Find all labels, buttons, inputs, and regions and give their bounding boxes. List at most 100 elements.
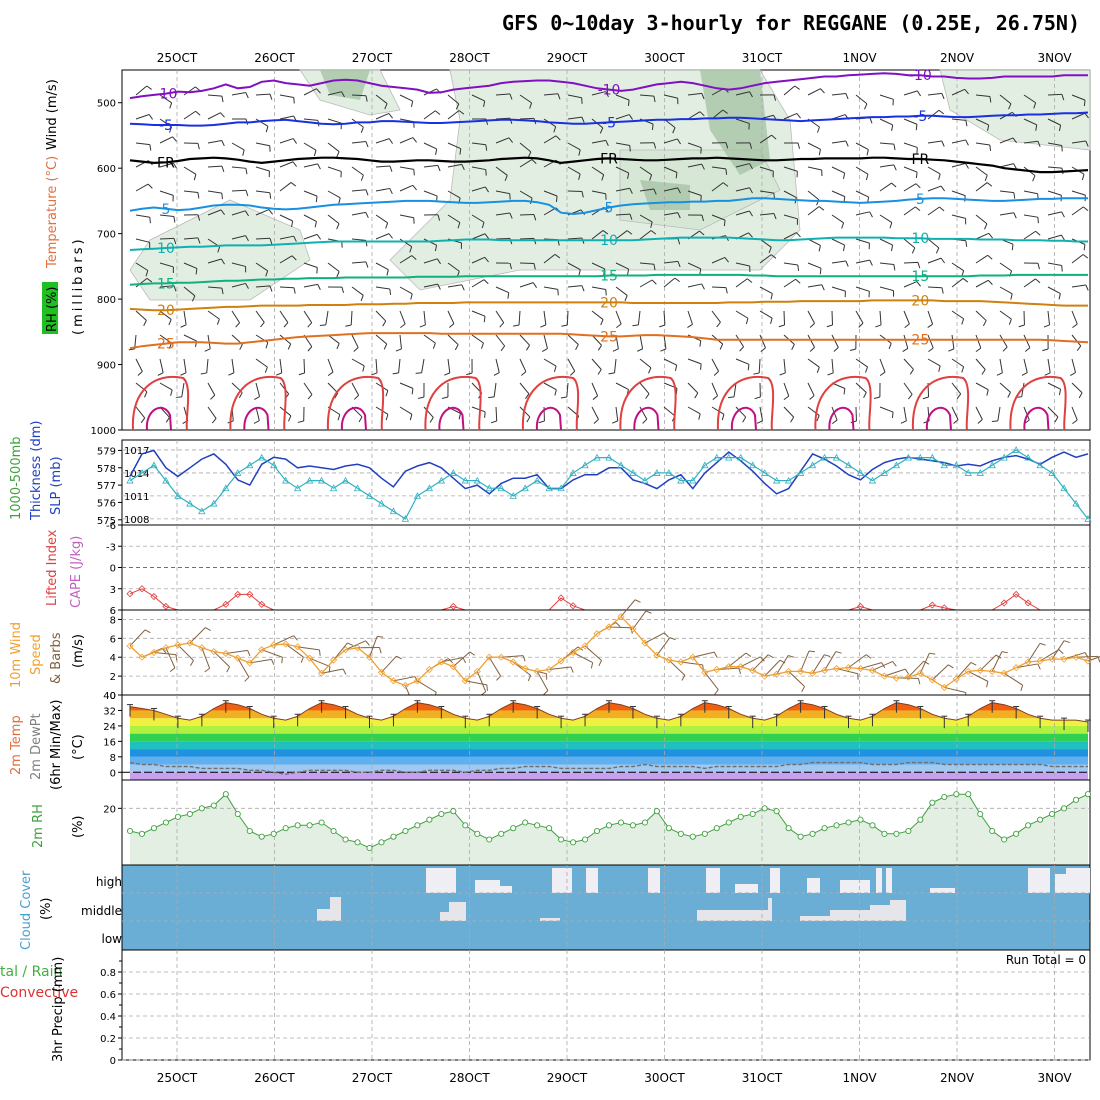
slp-marker xyxy=(641,476,649,484)
wind-barb-flag xyxy=(365,212,369,219)
wind-barb-flag xyxy=(742,416,747,423)
cloud-gap xyxy=(930,888,955,893)
wind-barb-flag xyxy=(597,344,602,351)
wind-barb xyxy=(831,190,846,198)
wind-barb-flag xyxy=(226,666,231,673)
wind-barb xyxy=(488,656,502,677)
wind-barb-flag xyxy=(578,173,581,180)
wind-barb-flag xyxy=(485,144,488,151)
wind-barb xyxy=(536,671,549,691)
surface-temp-contour xyxy=(145,406,172,431)
wind-barb-flag xyxy=(434,245,438,252)
wind-barb xyxy=(991,651,1003,672)
cloud-gap xyxy=(840,880,870,893)
cloud-gap xyxy=(735,884,758,893)
slp-tick-label: 1017 xyxy=(124,446,149,457)
wind-barb xyxy=(807,238,821,246)
wind-barb xyxy=(159,214,174,218)
wind-barb-flag xyxy=(531,159,537,164)
wind-barb-flag xyxy=(987,279,993,285)
wind-barb xyxy=(951,310,964,320)
wind-barb-flag xyxy=(496,675,501,681)
wind-barb-flag xyxy=(984,175,988,182)
precip-frame xyxy=(121,949,1091,1061)
wind-barb xyxy=(135,358,143,372)
wind-barb-flag xyxy=(195,86,201,92)
wind-barb-flag xyxy=(269,285,273,292)
wind-barb-flag xyxy=(916,90,921,97)
wind-barb-flag xyxy=(365,141,369,148)
isotherm-line xyxy=(129,236,1088,251)
wind-barb xyxy=(807,284,822,288)
wind-barb-flag xyxy=(676,138,681,145)
wind-barb xyxy=(668,659,686,676)
wind-barb-flag xyxy=(316,234,322,240)
isotherm-line xyxy=(129,332,1089,350)
y-tick-label: 575 xyxy=(97,516,116,527)
wind-barb xyxy=(615,142,630,146)
wind-barb xyxy=(687,92,702,96)
wind-barb-flag xyxy=(773,213,777,220)
wind-barb xyxy=(879,262,894,265)
wind-barb xyxy=(591,190,606,195)
rh2m-marker xyxy=(857,816,864,823)
isotherm-label: 15 xyxy=(911,269,929,285)
label-w10a: 10m Wind xyxy=(9,622,24,688)
wind-barb-flag xyxy=(917,262,921,269)
wind-barb xyxy=(495,310,505,323)
wind-speed-marker xyxy=(557,657,565,665)
wind-barb xyxy=(1027,643,1041,663)
wind-barb xyxy=(495,406,498,422)
wind-barb-flag xyxy=(412,184,417,191)
wind-barb xyxy=(303,310,313,323)
wind-barb-flag xyxy=(770,293,773,300)
cloud-gap xyxy=(426,868,456,893)
wind-barb-flag xyxy=(768,247,772,254)
wind-barb-flag xyxy=(483,279,489,285)
wind-barb xyxy=(471,94,485,102)
isotherm-line xyxy=(129,156,1089,174)
wind-barb xyxy=(663,277,676,288)
wind-barb xyxy=(519,382,530,395)
wind-barb-flag xyxy=(409,414,413,421)
wind-barb xyxy=(495,334,506,347)
wind-barb-flag xyxy=(677,238,681,245)
wind-speed-marker xyxy=(952,675,960,683)
wind-barb-flag xyxy=(603,268,606,275)
wind-barb xyxy=(567,142,581,151)
wind-barb xyxy=(807,334,815,348)
dewpoint-line xyxy=(129,761,1088,775)
wind-barb xyxy=(615,406,619,421)
wind-barb-flag xyxy=(767,654,774,659)
wind-speed-marker xyxy=(856,664,865,673)
surface-temp-contour xyxy=(521,375,580,431)
wind-barb xyxy=(591,91,606,96)
cloud-gap xyxy=(648,868,660,893)
cloud-level-label: low xyxy=(102,932,123,946)
cloud-gap xyxy=(540,918,560,921)
wind-barb xyxy=(614,358,617,373)
y-tick-label: 500 xyxy=(97,99,116,110)
wind-barb xyxy=(135,238,150,243)
wind-barb-flag xyxy=(168,319,172,326)
wind-barb xyxy=(931,664,949,681)
wind-barb-flag xyxy=(244,676,250,682)
wind-barb xyxy=(855,190,869,198)
wind-barb xyxy=(207,94,222,97)
wind-barb-flag xyxy=(891,411,894,419)
rh2m-marker xyxy=(474,830,481,837)
wind-barb-flag xyxy=(616,323,622,328)
wind-barb-flag xyxy=(287,415,292,422)
isotherm-label: -5 xyxy=(159,118,173,134)
wind-barb-flag xyxy=(687,323,693,329)
slp-marker xyxy=(521,484,529,492)
wind-barb xyxy=(279,358,283,373)
y-tick-label: 0 xyxy=(110,1056,116,1067)
wind-barb xyxy=(351,189,366,192)
wind-barb-flag xyxy=(699,268,702,275)
rh2m-marker xyxy=(1084,791,1092,798)
wind-speed-marker xyxy=(1084,657,1092,665)
wind-barb xyxy=(399,310,406,325)
wind-barb xyxy=(327,382,339,394)
rh2m-marker xyxy=(881,830,888,837)
